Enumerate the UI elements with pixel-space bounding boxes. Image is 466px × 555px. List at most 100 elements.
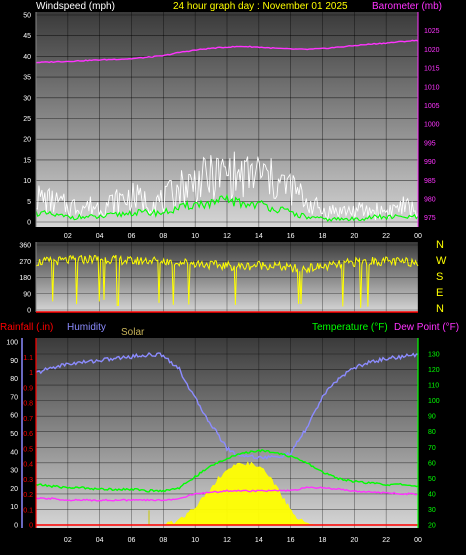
compass-letter-w: W bbox=[436, 255, 447, 267]
wind-ytick-5: 5 bbox=[27, 199, 31, 206]
wind-xtick-06: 06 bbox=[128, 233, 136, 240]
temp-tick-80: 80 bbox=[428, 429, 436, 436]
wind-ytick-45: 45 bbox=[23, 33, 31, 40]
thermo-xtick-14: 14 bbox=[255, 537, 263, 544]
humidity-label: Humidity bbox=[67, 322, 106, 333]
temperature-label: Temperature (°F) bbox=[312, 322, 388, 333]
chart-title: 24 hour graph day : November 01 2025 bbox=[173, 1, 348, 12]
temp-tick-30: 30 bbox=[428, 507, 436, 514]
dewpoint-series-line bbox=[35, 486, 419, 502]
barometer-axis-title: Barometer (mb) bbox=[372, 1, 442, 12]
wind-xtick-18: 18 bbox=[319, 233, 327, 240]
compass-letter-e: E bbox=[436, 287, 443, 299]
humidity-series-line bbox=[35, 351, 419, 460]
wind-ytick-20: 20 bbox=[23, 137, 31, 144]
wind-ytick-35: 35 bbox=[23, 75, 31, 82]
dir-ytick-0: 0 bbox=[27, 308, 31, 315]
wind-xtick-08: 08 bbox=[159, 233, 167, 240]
baro-tick-1020: 1020 bbox=[424, 47, 440, 54]
rain-tick-1-1: 1.1 bbox=[23, 355, 33, 362]
dir-ytick-90: 90 bbox=[23, 291, 31, 298]
temp-tick-20: 20 bbox=[428, 523, 436, 530]
humidity-tick-20: 20 bbox=[10, 486, 18, 493]
humidity-tick-0: 0 bbox=[14, 523, 18, 530]
dewpoint-label: Dew Point (°F) bbox=[394, 322, 459, 333]
wind-ytick-10: 10 bbox=[23, 178, 31, 185]
humidity-tick-70: 70 bbox=[10, 394, 18, 401]
humidity-tick-90: 90 bbox=[10, 358, 18, 365]
baro-tick-1015: 1015 bbox=[424, 66, 440, 73]
wind-direction-series-line bbox=[35, 254, 419, 308]
thermo-xtick-10: 10 bbox=[191, 537, 199, 544]
compass-letter-s: S bbox=[436, 271, 443, 283]
humidity-tick-30: 30 bbox=[10, 468, 18, 475]
thermo-xtick-00: 00 bbox=[414, 537, 422, 544]
wind-xtick-16: 16 bbox=[287, 233, 295, 240]
thermo-xtick-04: 04 bbox=[96, 537, 104, 544]
rain-tick-0-5: 0.5 bbox=[23, 446, 33, 453]
humidity-tick-60: 60 bbox=[10, 413, 18, 420]
axes-layer: 0510152025303540455097598098599099510001… bbox=[6, 12, 440, 544]
wind-ytick-30: 30 bbox=[23, 95, 31, 102]
thermo-xtick-22: 22 bbox=[382, 537, 390, 544]
wind-ytick-40: 40 bbox=[23, 54, 31, 61]
dir-ytick-180: 180 bbox=[19, 275, 31, 282]
windspeed-axis-title: Windspeed (mph) bbox=[36, 1, 115, 12]
wind-xtick-10: 10 bbox=[191, 233, 199, 240]
wind-xtick-04: 04 bbox=[96, 233, 104, 240]
rainfall-label: Rainfall (.in) bbox=[0, 322, 53, 333]
thermo-xtick-16: 16 bbox=[287, 537, 295, 544]
wind-gust-series-line bbox=[35, 151, 419, 222]
rain-tick-0: 0 bbox=[29, 523, 33, 530]
wind-xtick-22: 22 bbox=[382, 233, 390, 240]
wind-ytick-0: 0 bbox=[27, 220, 31, 227]
wind-xtick-12: 12 bbox=[223, 233, 231, 240]
compass-letter-n-top: N bbox=[436, 239, 444, 251]
temp-tick-130: 130 bbox=[428, 352, 440, 359]
wind-ytick-15: 15 bbox=[23, 157, 31, 164]
dir-ytick-270: 270 bbox=[19, 259, 31, 266]
humidity-tick-50: 50 bbox=[10, 431, 18, 438]
wind-ytick-50: 50 bbox=[23, 13, 31, 20]
rain-tick-0-3: 0.3 bbox=[23, 477, 33, 484]
wind-xtick-02: 02 bbox=[64, 233, 72, 240]
baro-tick-1010: 1010 bbox=[424, 84, 440, 91]
barometer-series-line bbox=[35, 39, 419, 64]
dir-ytick-360: 360 bbox=[19, 243, 31, 250]
humidity-tick-10: 10 bbox=[10, 504, 18, 511]
temp-tick-70: 70 bbox=[428, 445, 436, 452]
marks-layer bbox=[35, 39, 419, 526]
wind-avg-series-line bbox=[35, 193, 419, 222]
temp-tick-100: 100 bbox=[428, 398, 440, 405]
thermo-xtick-12: 12 bbox=[223, 537, 231, 544]
humidity-tick-40: 40 bbox=[10, 449, 18, 456]
humidity-tick-100: 100 bbox=[6, 340, 18, 347]
rain-tick-0-6: 0.6 bbox=[23, 431, 33, 438]
rain-tick-0-1: 0.1 bbox=[23, 507, 33, 514]
thermo-xtick-18: 18 bbox=[319, 537, 327, 544]
rain-tick-0-2: 0.2 bbox=[23, 492, 33, 499]
baro-tick-975: 975 bbox=[424, 215, 436, 222]
wind-xtick-00: 00 bbox=[414, 233, 422, 240]
rain-tick-1: 1 bbox=[29, 370, 33, 377]
rain-tick-0-4: 0.4 bbox=[23, 462, 33, 469]
thermo-xtick-20: 20 bbox=[350, 537, 358, 544]
baro-tick-1000: 1000 bbox=[424, 122, 440, 129]
baro-tick-990: 990 bbox=[424, 159, 436, 166]
thermo-xtick-02: 02 bbox=[64, 537, 72, 544]
temp-tick-40: 40 bbox=[428, 491, 436, 498]
thermo-xtick-06: 06 bbox=[128, 537, 136, 544]
wind-ytick-25: 25 bbox=[23, 116, 31, 123]
wind-xtick-20: 20 bbox=[350, 233, 358, 240]
wind-xtick-14: 14 bbox=[255, 233, 263, 240]
baro-tick-995: 995 bbox=[424, 140, 436, 147]
baro-tick-1005: 1005 bbox=[424, 103, 440, 110]
temp-tick-60: 60 bbox=[428, 460, 436, 467]
temp-tick-90: 90 bbox=[428, 414, 436, 421]
rain-tick-0-8: 0.8 bbox=[23, 401, 33, 408]
baro-tick-985: 985 bbox=[424, 178, 436, 185]
thermo-xtick-08: 08 bbox=[159, 537, 167, 544]
humidity-tick-80: 80 bbox=[10, 376, 18, 383]
